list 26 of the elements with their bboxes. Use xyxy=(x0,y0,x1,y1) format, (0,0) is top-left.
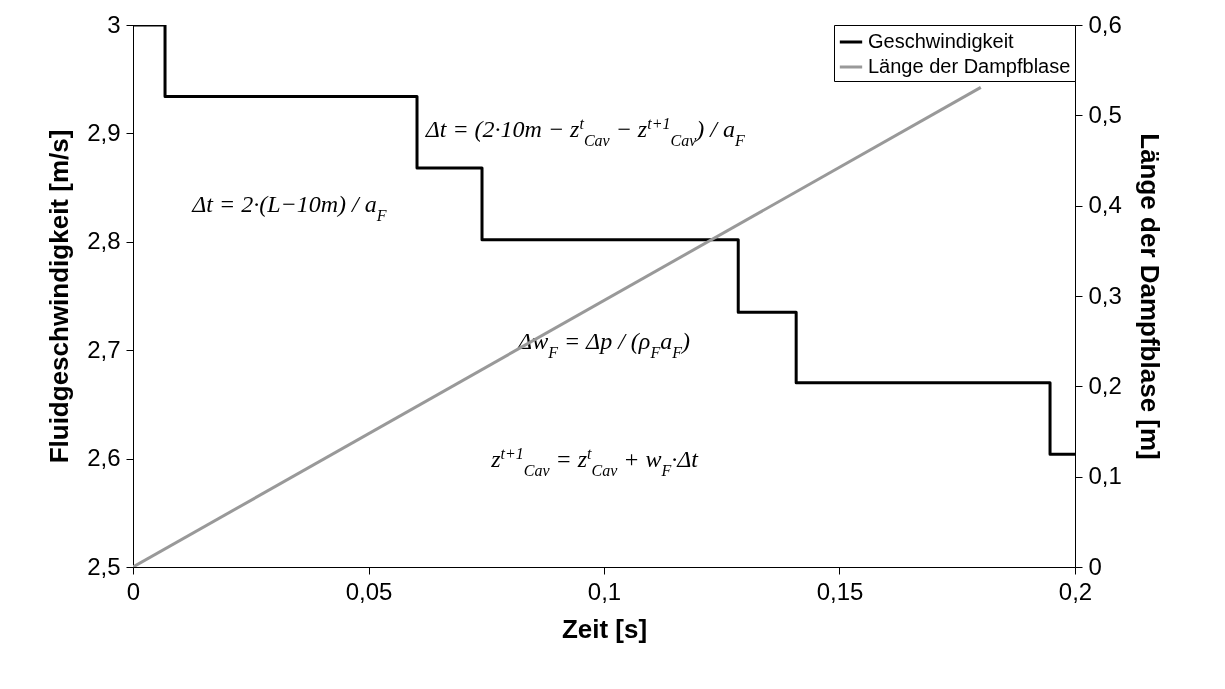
y2-tick-label: 0,6 xyxy=(1088,10,1122,38)
y2-tick-label: 0,1 xyxy=(1088,462,1122,490)
x-tick-label: 0,1 xyxy=(587,577,622,605)
y-tick-label: 2,6 xyxy=(87,444,121,472)
text: z$^{t+1}$$_{Cav}$ = z$^{t}$$_{Cav}$ + w$_{F}$·Δt xyxy=(491,444,699,479)
y2-tick-label: 0,4 xyxy=(1088,191,1122,219)
x-tick-label: 0 xyxy=(126,577,141,605)
y-tick-label: 2,8 xyxy=(87,227,121,255)
y2-tick-label: 0,3 xyxy=(1088,281,1122,309)
y-tick-label: 2,5 xyxy=(87,552,121,580)
legend-label: Geschwindigkeit xyxy=(868,30,1015,52)
annotation: Δt = (2·10m − z$^{t}$$_{Cav}$ − z$^{t+1}$$_{Cav}$) / a$_{F}$ xyxy=(424,114,745,149)
y-tick-label: 3 xyxy=(107,10,121,38)
y-axis-title: Fluidgeschwindigkeit [m/s] xyxy=(44,129,75,464)
y-tick-label: 2,7 xyxy=(87,335,121,363)
y2-tick-label: 0,5 xyxy=(1088,100,1122,128)
y-tick-label: 2,9 xyxy=(87,118,121,146)
x-axis-title: Zeit [s] xyxy=(561,613,648,644)
y2-tick-label: 0,2 xyxy=(1088,371,1122,399)
x-tick-label: 0,2 xyxy=(1058,577,1093,605)
y2-tick-label: 0 xyxy=(1088,552,1102,580)
y2-axis-title: Länge der Dampfblase [m] xyxy=(1134,133,1165,460)
annotation: Δt = 2·(L−10m) / a$_{F}$ xyxy=(191,190,387,224)
x-tick-label: 0,05 xyxy=(345,577,393,605)
legend-label: Länge der Dampfblase xyxy=(868,55,1071,77)
x-tick-label: 0,15 xyxy=(816,577,864,605)
